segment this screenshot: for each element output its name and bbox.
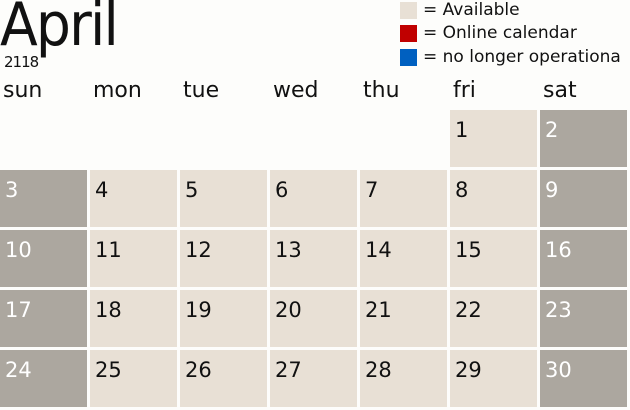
day-number: 28 [365, 358, 392, 382]
day-number: 24 [5, 358, 32, 382]
day-number: 17 [5, 298, 32, 322]
day-cell[interactable]: 23 [540, 290, 627, 347]
day-cell[interactable]: 24 [0, 350, 87, 407]
day-number: 2 [545, 118, 559, 142]
day-number: 15 [455, 238, 482, 262]
day-cell[interactable]: 28 [360, 350, 447, 407]
weekday-header-mon: mon [93, 78, 142, 103]
weekday-header-fri: fri [453, 78, 476, 103]
day-cell[interactable]: 15 [450, 230, 537, 287]
day-cell[interactable]: 3 [0, 170, 87, 227]
legend-label: = Online calendar [423, 23, 577, 43]
day-number: 16 [545, 238, 572, 262]
day-cell[interactable]: 14 [360, 230, 447, 287]
day-cell[interactable]: 18 [90, 290, 177, 347]
day-cell[interactable]: 25 [90, 350, 177, 407]
day-number: 5 [185, 178, 199, 202]
day-cell[interactable]: 16 [540, 230, 627, 287]
legend-item-online: = Online calendar [400, 23, 577, 43]
day-number: 30 [545, 358, 572, 382]
legend-label: = no longer operationa [423, 47, 621, 67]
day-number: 9 [545, 178, 559, 202]
day-cell[interactable]: 26 [180, 350, 267, 407]
day-cell[interactable]: 6 [270, 170, 357, 227]
legend-item-available: = Available [400, 0, 520, 20]
day-cell[interactable]: 30 [540, 350, 627, 407]
day-cell[interactable]: 7 [360, 170, 447, 227]
day-cell[interactable]: 21 [360, 290, 447, 347]
day-number: 26 [185, 358, 212, 382]
day-number: 27 [275, 358, 302, 382]
day-number: 23 [545, 298, 572, 322]
available-swatch [400, 1, 417, 19]
weekday-header-tue: tue [183, 78, 220, 103]
day-cell[interactable]: 5 [180, 170, 267, 227]
day-number: 11 [95, 238, 122, 262]
day-number: 18 [95, 298, 122, 322]
day-number: 25 [95, 358, 122, 382]
month-title: April [0, 0, 119, 60]
day-cell[interactable]: 17 [0, 290, 87, 347]
day-cell[interactable]: 4 [90, 170, 177, 227]
year-label: 2118 [4, 53, 39, 71]
day-cell[interactable]: 10 [0, 230, 87, 287]
day-number: 29 [455, 358, 482, 382]
day-number: 10 [5, 238, 32, 262]
day-number: 6 [275, 178, 289, 202]
online-swatch [400, 24, 417, 42]
day-cell[interactable]: 12 [180, 230, 267, 287]
weekday-header-sun: sun [3, 78, 43, 103]
day-number: 8 [455, 178, 469, 202]
day-number: 13 [275, 238, 302, 262]
weekday-header-wed: wed [273, 78, 319, 103]
weekday-header-thu: thu [363, 78, 400, 103]
day-number: 14 [365, 238, 392, 262]
day-number: 7 [365, 178, 379, 202]
day-number: 21 [365, 298, 392, 322]
day-cell[interactable]: 8 [450, 170, 537, 227]
day-number: 22 [455, 298, 482, 322]
day-cell[interactable]: 19 [180, 290, 267, 347]
day-number: 19 [185, 298, 212, 322]
weekday-header-sat: sat [543, 78, 577, 103]
day-cell[interactable]: 2 [540, 110, 627, 167]
day-number: 12 [185, 238, 212, 262]
day-number: 3 [5, 178, 19, 202]
day-cell[interactable]: 22 [450, 290, 537, 347]
day-cell[interactable]: 13 [270, 230, 357, 287]
day-number: 20 [275, 298, 302, 322]
day-cell[interactable]: 1 [450, 110, 537, 167]
legend-item-discontinued: = no longer operationa [400, 47, 621, 67]
day-cell[interactable]: 11 [90, 230, 177, 287]
day-cell[interactable]: 20 [270, 290, 357, 347]
discontinued-swatch [400, 48, 417, 66]
day-number: 4 [95, 178, 109, 202]
day-cell[interactable]: 27 [270, 350, 357, 407]
day-cell[interactable]: 29 [450, 350, 537, 407]
day-number: 1 [455, 118, 469, 142]
day-cell[interactable]: 9 [540, 170, 627, 227]
legend-label: = Available [423, 0, 520, 20]
